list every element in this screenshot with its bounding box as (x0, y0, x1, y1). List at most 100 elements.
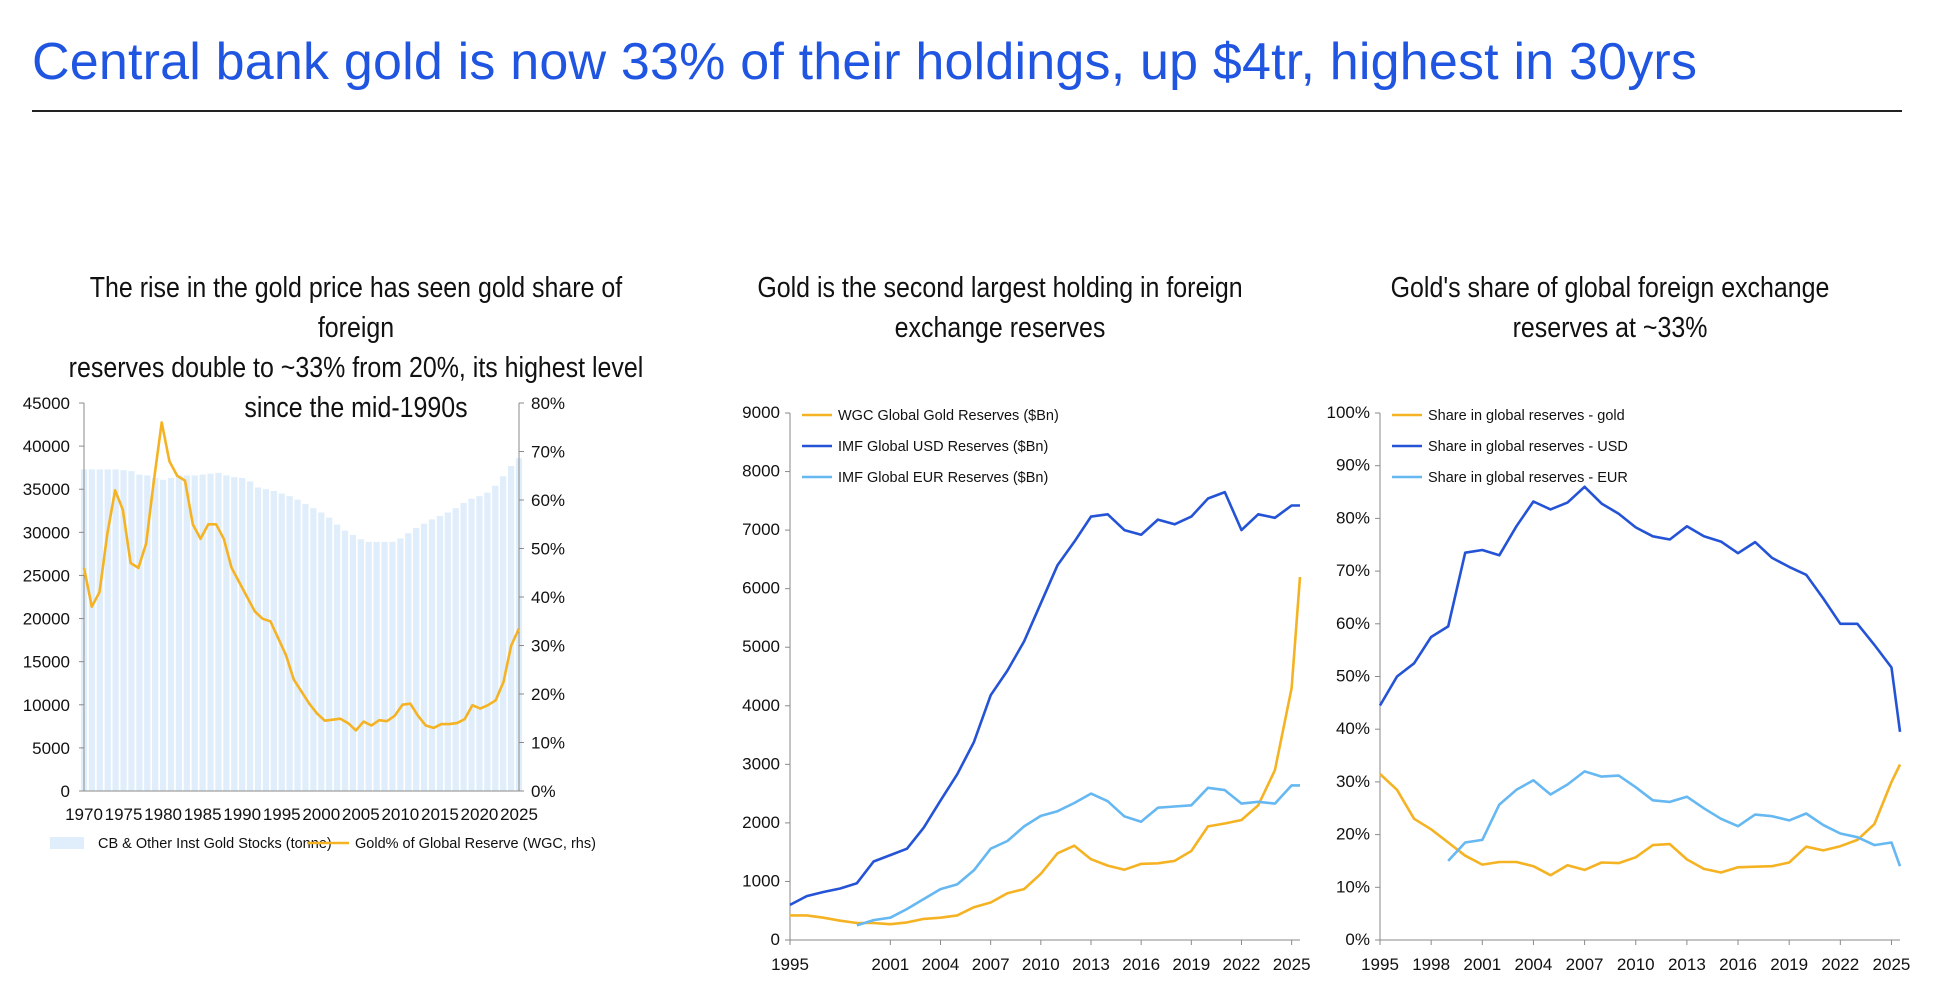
gold-stock-bar (152, 478, 159, 791)
gold-stock-bar (120, 470, 127, 791)
y-tick-label: 100% (1327, 403, 1370, 422)
gold-stock-bar (159, 479, 167, 791)
right-tick-label: 30% (531, 637, 565, 656)
x-tick-label: 2010 (381, 805, 419, 824)
x-tick-label: 2022 (1223, 955, 1261, 974)
legend-label: IMF Global USD Reserves ($Bn) (838, 439, 1048, 455)
legend-label: Share in global reserves - gold (1428, 408, 1625, 424)
gold-stock-bar (136, 474, 143, 791)
y-tick-label: 6000 (742, 579, 780, 598)
left-tick-label: 5000 (32, 739, 70, 758)
chart3-reserve-shares: 0% 10% 20% 30% 40% 50% 60% 70% 80% 90% 100% 1995 199… (1327, 403, 1911, 974)
chart1-title-line: since the mid-1990s (244, 392, 468, 424)
x-tick-label: 2025 (1873, 955, 1911, 974)
gold-stock-bar (349, 534, 357, 791)
right-tick-label: 50% (531, 540, 565, 559)
gold-stock-bar (302, 503, 309, 791)
gold-stock-bar (207, 473, 214, 791)
y-tick-label: 60% (1336, 614, 1370, 633)
x-tick-label: 1990 (223, 805, 261, 824)
gold-stock-bar (484, 492, 491, 791)
x-tick-label: 2001 (871, 955, 909, 974)
y-tick-label: 90% (1336, 456, 1370, 475)
right-tick-label: 70% (531, 443, 565, 462)
gold-stock-bar (215, 472, 222, 791)
chart1-title-line: reserves double to ~33% from 20%, its hi… (68, 352, 644, 384)
gold-stock-bar (468, 498, 475, 791)
x-tick-label: 1985 (184, 805, 222, 824)
gold-stock-bar (191, 475, 198, 791)
x-tick-label: 2022 (1821, 955, 1859, 974)
gold-share-line (82, 421, 521, 732)
right-tick-label: 40% (531, 588, 565, 607)
chart1-gold-stocks-share: 0 5000 10000 15000 20000 25000 30000 35000 40000… (23, 394, 596, 852)
y-tick-label: 80% (1336, 508, 1370, 527)
right-tick-label: 20% (531, 685, 565, 704)
gold-stock-bar (239, 478, 246, 791)
x-tick-label: 2019 (1770, 955, 1808, 974)
headline-divider (32, 110, 1902, 112)
left-tick-label: 30000 (23, 523, 70, 542)
legend-label-gold-stocks: CB & Other Inst Gold Stocks (tonne) (98, 836, 332, 852)
y-tick-label: 8000 (742, 462, 780, 481)
left-tick-label: 40000 (23, 437, 70, 456)
gold-stock-bar (128, 471, 135, 791)
left-tick-label: 45000 (23, 394, 70, 413)
left-tick-label: 25000 (23, 566, 70, 585)
x-tick-label: 1995 (771, 955, 809, 974)
x-tick-label: 2010 (1617, 955, 1655, 974)
gold-stock-bar (231, 477, 238, 791)
y-tick-label: 0 (771, 930, 780, 949)
legend-label: IMF Global EUR Reserves ($Bn) (838, 470, 1048, 486)
left-tick-label: 0 (61, 782, 70, 801)
chart2-title: Gold is the second largest holding in fo… (733, 268, 1266, 348)
gold-stock-bar (326, 517, 333, 791)
y-tick-label: 70% (1336, 561, 1370, 580)
left-tick-label: 15000 (23, 653, 70, 672)
x-tick-label: 2004 (922, 955, 960, 974)
legend-label: Share in global reserves - USD (1428, 439, 1628, 455)
gold-stock-bar (413, 528, 420, 791)
gold-stock-bar (341, 530, 349, 791)
gold-stock-bar (333, 524, 341, 791)
x-tick-label: 1995 (263, 805, 301, 824)
series-line (1378, 485, 1902, 732)
gold-stock-bar (476, 496, 483, 791)
chart2-title-line: Gold is the second largest holding in fo… (757, 272, 1243, 304)
legend-label: Share in global reserves - EUR (1428, 470, 1628, 486)
x-tick-label: 2020 (461, 805, 499, 824)
gold-stock-bar (500, 476, 507, 791)
gold-stock-bar (254, 487, 262, 791)
x-tick-label: 2013 (1072, 955, 1110, 974)
chart3-title-line: Gold's share of global foreign exchange (1390, 272, 1830, 304)
right-tick-label: 10% (531, 734, 565, 753)
x-tick-label: 2015 (421, 805, 459, 824)
gold-stock-bar (318, 512, 325, 791)
x-tick-label: 2001 (1463, 955, 1501, 974)
gold-stock-bar (310, 508, 317, 791)
y-tick-label: 10% (1336, 877, 1370, 896)
gold-stock-bar (389, 541, 396, 791)
x-tick-label: 2005 (342, 805, 380, 824)
x-tick-label: 2004 (1515, 955, 1553, 974)
gold-stock-bar (397, 538, 404, 791)
gold-stock-bar (452, 508, 459, 791)
chart2-title-line: exchange reserves (894, 312, 1106, 344)
gold-stock-bar (460, 503, 467, 791)
gold-stock-bar (373, 541, 380, 791)
series-line (789, 490, 1300, 907)
gold-stock-bar (436, 515, 444, 791)
gold-stock-bar (144, 475, 151, 791)
x-tick-label: 2016 (1719, 955, 1757, 974)
right-tick-label: 80% (531, 394, 565, 413)
x-tick-label: 1970 (65, 805, 103, 824)
gold-stock-bar (167, 478, 175, 791)
y-tick-label: 3000 (742, 754, 780, 773)
x-tick-label: 2007 (972, 955, 1010, 974)
gold-stock-bar (96, 469, 103, 791)
gold-stock-bar (365, 541, 372, 791)
gold-stock-bar (183, 475, 190, 791)
gold-stock-bar (428, 519, 436, 791)
y-tick-label: 20% (1336, 825, 1370, 844)
left-tick-label: 35000 (23, 480, 70, 499)
